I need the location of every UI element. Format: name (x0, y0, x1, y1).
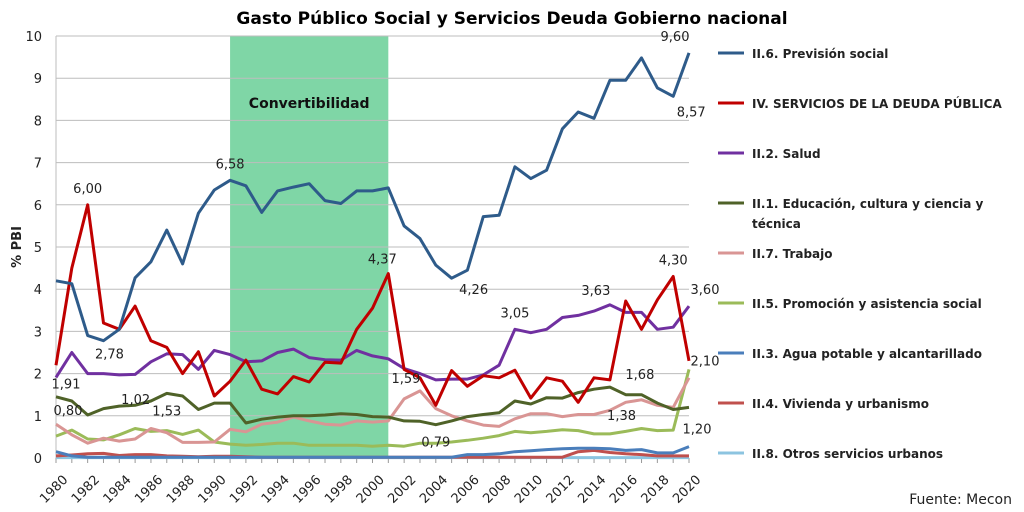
x-tick-label: 1994 (259, 473, 293, 507)
series-line-IV (54, 203, 691, 407)
x-tick-label: 1980 (37, 473, 71, 507)
legend-label: II.7. Trabajo (752, 247, 833, 261)
x-tick-label: 2014 (575, 473, 609, 507)
data-label: 1,02 (121, 393, 150, 408)
series-line-II3 (55, 445, 690, 459)
x-tick-label: 2016 (607, 473, 641, 507)
y-tick-label: 4 (34, 283, 42, 298)
data-label: 1,38 (607, 409, 636, 424)
data-label: 2,10 (691, 354, 720, 369)
data-label: 1,68 (625, 368, 654, 383)
y-tick-label: 3 (34, 325, 42, 340)
data-label: 0,80 (54, 404, 83, 419)
legend-label: II.4. Vivienda y urbanismo (752, 397, 929, 411)
chart-title: Gasto Público Social y Servicios Deuda G… (236, 9, 787, 29)
legend-label: II.5. Promoción y asistencia social (752, 297, 982, 311)
x-tick-label: 2004 (417, 473, 451, 507)
data-label: 1,20 (683, 422, 712, 437)
data-label: 9,60 (661, 30, 690, 45)
x-tick-label: 1984 (101, 473, 135, 507)
x-tick-label: 2012 (544, 473, 578, 507)
data-label: 6,58 (216, 157, 245, 172)
data-label: 6,00 (73, 182, 102, 197)
series-line-II7 (55, 377, 691, 445)
data-label: 1,59 (391, 372, 420, 387)
y-tick-label: 10 (25, 30, 42, 45)
x-tick-label: 1990 (196, 473, 230, 507)
y-tick-label: 1 (34, 410, 42, 425)
data-label: 1,91 (52, 377, 81, 392)
source-note: Fuente: Mecon (909, 492, 1012, 508)
data-label: 2,78 (95, 348, 124, 363)
x-tick-label: 1982 (69, 473, 103, 507)
data-label: 4,26 (459, 283, 488, 298)
data-label: 3,63 (581, 284, 610, 299)
legend-label: IV. SERVICIOS DE LA DEUDA PÚBLICA (752, 96, 1002, 111)
x-tick-label: 2008 (480, 473, 514, 507)
x-tick-label: 2006 (449, 473, 483, 507)
convertibilidad-label: Convertibilidad (249, 96, 370, 112)
y-axis-label: % PBI (10, 226, 25, 268)
data-label: 1,53 (152, 404, 181, 419)
legend-label: II.3. Agua potable y alcantarillado (752, 347, 982, 361)
y-tick-label: 8 (34, 114, 42, 129)
legend-label: II.6. Previsión social (752, 47, 888, 61)
y-tick-label: 6 (34, 199, 42, 214)
x-tick-label: 2002 (385, 473, 419, 507)
y-tick-label: 9 (34, 72, 42, 87)
x-tick-label: 1996 (290, 473, 324, 507)
y-tick-label: 2 (34, 368, 42, 383)
x-tick-label: 1998 (322, 473, 356, 507)
legend-label: II.1. Educación, cultura y ciencia y técn… (752, 197, 984, 231)
x-tick-label: 2000 (354, 473, 388, 507)
x-tick-label: 2020 (670, 473, 704, 507)
y-tick-label: 0 (34, 452, 42, 467)
legend-label: II.8. Otros servicios urbanos (752, 447, 943, 461)
data-label: 4,37 (368, 253, 397, 268)
series-line-II2 (54, 303, 691, 382)
y-tick-label: 7 (34, 157, 42, 172)
data-label: 4,30 (659, 254, 688, 269)
x-tick-label: 1988 (164, 473, 198, 507)
x-tick-label: 1992 (227, 473, 261, 507)
series-line-II6 (55, 52, 691, 343)
y-tick-label: 5 (34, 241, 42, 256)
x-tick-label: 2018 (639, 473, 673, 507)
x-tick-label: 2010 (512, 473, 546, 507)
data-label: 0,79 (421, 436, 450, 451)
data-label: 3,60 (691, 283, 720, 298)
legend-label: II.2. Salud (752, 147, 821, 161)
data-label: 3,05 (500, 306, 529, 321)
x-tick-label: 1986 (132, 473, 166, 507)
data-label: 8,57 (677, 105, 706, 120)
